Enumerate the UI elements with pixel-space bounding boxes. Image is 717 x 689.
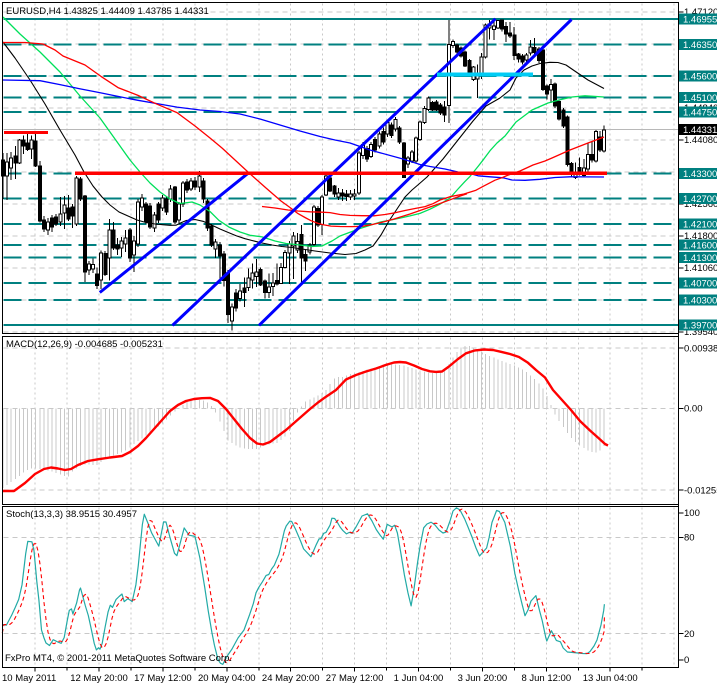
svg-text:3 Jun 20:00: 3 Jun 20:00 bbox=[458, 673, 508, 684]
svg-text:1.44080: 1.44080 bbox=[684, 135, 717, 146]
svg-text:1.42560: 1.42560 bbox=[684, 199, 717, 210]
svg-text:1.44331: 1.44331 bbox=[683, 125, 717, 136]
svg-text:20 May 04:00: 20 May 04:00 bbox=[198, 673, 256, 684]
svg-text:1.46350: 1.46350 bbox=[683, 40, 717, 51]
svg-text:1.42700: 1.42700 bbox=[683, 194, 717, 205]
svg-text:1.43300: 1.43300 bbox=[683, 169, 717, 180]
svg-text:12 May 20:00: 12 May 20:00 bbox=[70, 673, 128, 684]
svg-text:27 May 12:00: 27 May 12:00 bbox=[326, 673, 384, 684]
svg-text:20: 20 bbox=[684, 629, 695, 640]
svg-text:MACD(12,26,9) -0.004685 -0.005: MACD(12,26,9) -0.004685 -0.005231 bbox=[6, 339, 163, 350]
svg-text:1.45600: 1.45600 bbox=[683, 72, 717, 83]
svg-text:1.47120: 1.47120 bbox=[684, 7, 717, 18]
svg-text:0.00: 0.00 bbox=[684, 404, 703, 415]
svg-text:1 Jun 04:00: 1 Jun 04:00 bbox=[394, 673, 444, 684]
svg-text:100: 100 bbox=[684, 508, 700, 519]
svg-text:1.40300: 1.40300 bbox=[683, 295, 717, 306]
svg-text:1.46955: 1.46955 bbox=[683, 14, 717, 25]
svg-text:-0.01255: -0.01255 bbox=[684, 485, 717, 496]
svg-text:1.39700: 1.39700 bbox=[683, 321, 717, 332]
svg-text:0.00938: 0.00938 bbox=[684, 343, 717, 354]
svg-text:8 Jun 12:00: 8 Jun 12:00 bbox=[521, 673, 571, 684]
svg-text:10 May 2011: 10 May 2011 bbox=[2, 673, 56, 684]
svg-text:1.44750: 1.44750 bbox=[683, 108, 717, 119]
svg-text:1.40700: 1.40700 bbox=[683, 279, 717, 290]
svg-text:17 May 12:00: 17 May 12:00 bbox=[134, 673, 192, 684]
svg-text:1.41300: 1.41300 bbox=[683, 253, 717, 264]
svg-text:FxPro MT4, © 2001-2011 MetaQuo: FxPro MT4, © 2001-2011 MetaQuotes Softwa… bbox=[5, 653, 232, 664]
svg-text:1.45100: 1.45100 bbox=[683, 93, 717, 104]
svg-text:1.41060: 1.41060 bbox=[684, 263, 717, 274]
svg-text:Stoch(13,3,3) 38.9515 30.4957: Stoch(13,3,3) 38.9515 30.4957 bbox=[6, 509, 137, 520]
svg-text:0: 0 bbox=[684, 655, 689, 666]
svg-text:13 Jun 04:00: 13 Jun 04:00 bbox=[583, 673, 638, 684]
svg-text:24 May 20:00: 24 May 20:00 bbox=[262, 673, 320, 684]
svg-text:1.41600: 1.41600 bbox=[683, 241, 717, 252]
svg-text:80: 80 bbox=[684, 533, 695, 544]
svg-text:1.42100: 1.42100 bbox=[683, 219, 717, 230]
svg-text:EURUSD,H4 1.43825 1.44409 1.4: EURUSD,H4 1.43825 1.44409 1.43785 1.4433… bbox=[6, 6, 209, 17]
svg-text:1.39540: 1.39540 bbox=[684, 327, 717, 338]
svg-text:1.41800: 1.41800 bbox=[684, 231, 717, 242]
